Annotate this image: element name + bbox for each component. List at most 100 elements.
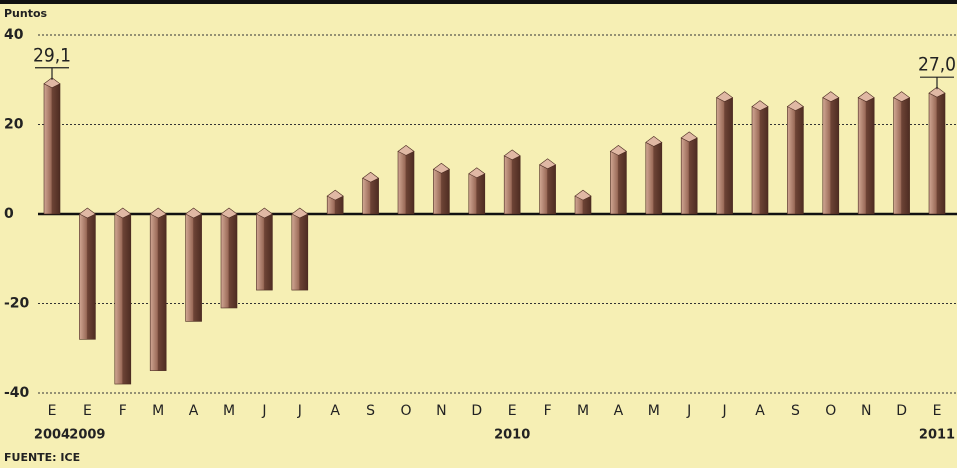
bar-cap [114,207,132,219]
bar [114,207,132,385]
bar-cap [786,100,804,111]
bar [786,100,804,215]
bar-body [928,92,946,215]
bar [326,189,344,215]
x-tick-label: A [755,403,765,419]
x-tick-label: D [471,403,482,419]
bar [255,207,273,291]
year-label: 2011 [919,428,955,443]
x-tick-label: J [686,403,691,419]
bar [185,207,203,322]
bar [149,207,167,371]
year-label: 2010 [494,428,530,443]
bar-body [610,151,627,215]
x-tick-label: S [366,403,375,419]
bar [432,162,450,215]
bar-body [362,177,379,215]
bar [397,144,415,215]
y-tick-label: -20 [4,296,30,312]
bar-body [822,97,840,215]
bar [751,100,769,215]
x-tick-label: J [297,403,302,419]
x-tick-label: J [722,403,727,419]
value-label: 27,0 [918,54,956,76]
bar [645,136,663,215]
bar [716,91,734,215]
bar-body [503,155,521,215]
x-tick-label: E [83,403,92,419]
bar-body [787,106,804,215]
bar [609,144,627,215]
bar-cap [220,207,238,219]
bar-cap [78,207,96,219]
x-tick-label: D [896,403,907,419]
bar [680,131,698,215]
bar-body [539,164,556,215]
x-tick-label: S [791,403,800,419]
bar [574,189,592,215]
y-tick-label: 20 [4,117,24,133]
bar-body [468,173,486,215]
bar-body [79,213,96,340]
year-label: 2004 [34,428,70,443]
bar-cap [503,149,521,161]
bar-cap [432,162,450,174]
bar-body [185,213,202,322]
x-tick-label: E [48,403,57,419]
bar-body [149,213,167,371]
bar-cap [397,144,415,156]
x-tick-label: A [330,403,340,419]
bar-cap [362,171,380,183]
bar-body [114,213,132,385]
bar-cap [291,207,309,219]
x-tick-label: E [933,403,942,419]
x-tick-label: A [614,403,624,419]
x-tick-label: N [436,403,446,419]
bar [503,149,521,215]
bar-cap [149,207,167,219]
year-label: 2009 [69,428,105,443]
bar-body [291,213,309,291]
bar-body [433,168,450,215]
source: FUENTE: ICE [4,451,80,464]
bar-cap [43,77,61,89]
bar-cap [716,91,734,102]
bar-cap [609,144,627,156]
bar [362,171,380,215]
x-tick-label: J [261,403,266,419]
bar [893,91,911,215]
bar-body [716,97,733,215]
bar-cap [539,158,557,170]
y-tick-label: 0 [4,206,14,222]
bar-cap [857,91,875,102]
bar-cap [928,86,946,98]
value-label: 29,1 [33,44,71,66]
bar-cap [680,131,698,143]
bar [857,91,875,215]
x-tick-label: F [119,403,127,419]
bar [928,86,946,215]
bar [291,207,309,291]
bar-body [893,97,910,215]
bar-body [397,151,415,215]
y-tick-label: -40 [4,385,30,401]
bar-cap [468,167,486,179]
bar-cap [255,207,273,219]
x-tick-label: A [189,403,199,419]
bar-cap [822,91,840,102]
bar-body [751,106,769,215]
y-tick-label: 40 [4,27,24,43]
bar [539,158,557,215]
x-tick-label: M [223,403,235,419]
bar-cap [751,100,769,111]
bar-cap [574,189,592,201]
x-tick-label: M [152,403,164,419]
x-tick-label: E [508,403,517,419]
x-tick-label: M [648,403,660,419]
bar-body [220,213,238,309]
bar [822,91,840,215]
bar [220,207,238,309]
bar-body [645,142,663,215]
x-tick-label: F [544,403,552,419]
